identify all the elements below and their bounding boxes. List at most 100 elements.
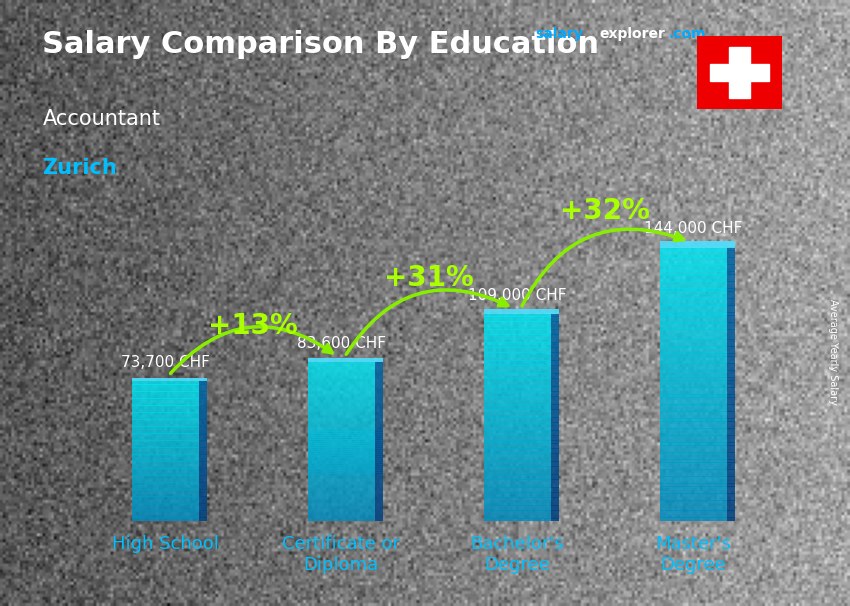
Bar xyxy=(308,372,375,375)
Bar xyxy=(727,333,735,336)
Bar xyxy=(132,411,199,413)
Bar xyxy=(199,458,207,460)
Bar xyxy=(660,288,727,292)
Bar xyxy=(308,505,375,507)
Bar xyxy=(551,443,558,446)
Bar xyxy=(132,475,199,478)
Bar xyxy=(199,481,207,482)
Bar xyxy=(484,347,551,350)
Bar xyxy=(727,439,735,442)
Bar xyxy=(375,503,383,505)
Bar xyxy=(375,388,383,390)
Bar xyxy=(132,498,199,500)
Bar xyxy=(199,494,207,497)
Bar xyxy=(727,258,735,261)
Bar xyxy=(199,382,207,385)
Bar xyxy=(132,454,199,456)
Bar xyxy=(660,261,727,265)
Bar xyxy=(132,405,199,407)
Bar xyxy=(375,394,383,396)
Bar xyxy=(199,479,207,481)
Bar xyxy=(199,449,207,451)
Bar xyxy=(727,510,735,514)
Bar xyxy=(375,414,383,416)
Bar xyxy=(484,471,551,474)
Bar xyxy=(551,360,558,363)
Bar xyxy=(199,423,207,425)
Bar xyxy=(727,316,735,319)
Bar xyxy=(660,435,727,439)
Bar xyxy=(199,390,207,391)
Bar xyxy=(308,411,375,414)
Text: Average Yearly Salary: Average Yearly Salary xyxy=(828,299,838,404)
Bar xyxy=(199,398,207,401)
Bar xyxy=(132,477,199,479)
Bar xyxy=(551,422,558,425)
Bar xyxy=(710,64,769,81)
Bar xyxy=(375,411,383,414)
Text: +31%: +31% xyxy=(384,264,474,292)
Bar xyxy=(484,388,551,391)
Bar xyxy=(199,409,207,411)
Bar xyxy=(375,483,383,485)
Bar xyxy=(375,438,383,440)
Bar xyxy=(132,451,199,453)
Bar xyxy=(727,346,735,350)
Bar xyxy=(375,418,383,420)
Bar xyxy=(551,407,558,410)
Bar xyxy=(484,417,551,420)
Bar xyxy=(484,350,551,353)
Bar xyxy=(551,339,558,342)
Bar xyxy=(551,402,558,405)
Text: Accountant: Accountant xyxy=(42,109,161,129)
Bar xyxy=(551,399,558,402)
Bar xyxy=(132,439,199,441)
Bar xyxy=(375,366,383,368)
Bar xyxy=(727,431,735,436)
Bar xyxy=(199,425,207,427)
Bar xyxy=(199,491,207,493)
Bar xyxy=(727,493,735,497)
Bar xyxy=(660,319,727,323)
Bar xyxy=(660,364,727,367)
Bar xyxy=(484,428,551,430)
Bar xyxy=(199,435,207,437)
Bar xyxy=(727,456,735,459)
Bar xyxy=(727,425,735,429)
Bar xyxy=(551,365,558,368)
Bar xyxy=(551,479,558,482)
Bar xyxy=(308,388,375,390)
Bar xyxy=(308,479,375,481)
Bar xyxy=(199,430,207,432)
Bar xyxy=(132,435,199,437)
Bar xyxy=(551,428,558,430)
Bar xyxy=(132,437,199,439)
Bar xyxy=(727,285,735,288)
Bar xyxy=(551,474,558,477)
Text: salary: salary xyxy=(536,27,583,41)
Bar xyxy=(132,491,199,493)
Bar xyxy=(375,380,383,382)
Bar xyxy=(308,402,375,404)
Bar xyxy=(727,247,735,251)
Bar xyxy=(375,386,383,388)
Bar xyxy=(484,358,551,361)
Bar xyxy=(375,485,383,487)
Bar xyxy=(551,438,558,441)
Bar xyxy=(375,515,383,517)
Bar xyxy=(308,390,375,392)
Bar xyxy=(660,387,727,391)
Bar xyxy=(484,485,551,487)
Bar xyxy=(484,516,551,519)
Bar xyxy=(551,324,558,327)
Bar xyxy=(551,378,558,381)
Bar xyxy=(551,394,558,397)
Bar xyxy=(551,430,558,433)
Bar xyxy=(132,427,199,428)
Bar xyxy=(551,477,558,480)
Bar xyxy=(660,271,727,275)
Bar xyxy=(375,392,383,394)
Bar xyxy=(484,384,551,387)
Bar xyxy=(199,463,207,465)
Bar xyxy=(484,404,551,407)
